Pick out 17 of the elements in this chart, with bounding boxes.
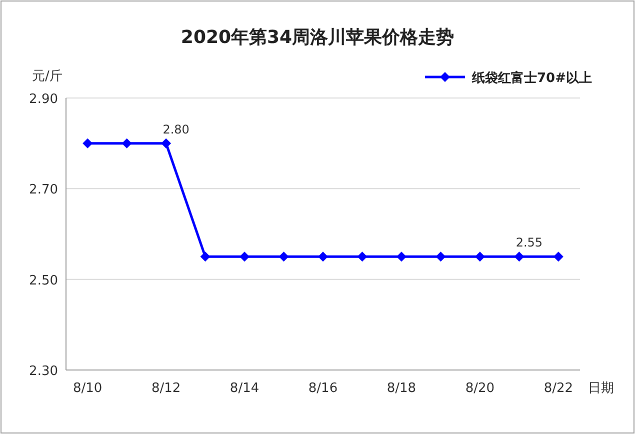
- x-tick-label: 8/12: [151, 381, 181, 396]
- x-tick-label: 8/16: [308, 381, 338, 396]
- x-tick-label: 8/10: [72, 381, 102, 396]
- data-label: 2.55: [516, 236, 543, 250]
- y-tick-label: 2.30: [29, 364, 58, 379]
- x-tick-label: 8/18: [386, 381, 416, 396]
- x-axis-title: 日期: [588, 381, 614, 396]
- y-tick-label: 2.90: [29, 92, 58, 107]
- x-tick-label: 8/20: [465, 381, 495, 396]
- data-label: 2.80: [162, 122, 190, 136]
- x-tick-label: 8/22: [544, 381, 574, 396]
- y-tick-label: 2.70: [29, 182, 58, 198]
- y-tick-label: 2.50: [29, 273, 58, 288]
- y-axis-title: 元/斤: [32, 69, 62, 84]
- chart-title: 2020年第34周洛川苹果价格走势: [180, 27, 454, 48]
- legend-label: 纸袋红富士70#以上: [471, 70, 592, 86]
- x-tick-label: 8/14: [230, 381, 260, 396]
